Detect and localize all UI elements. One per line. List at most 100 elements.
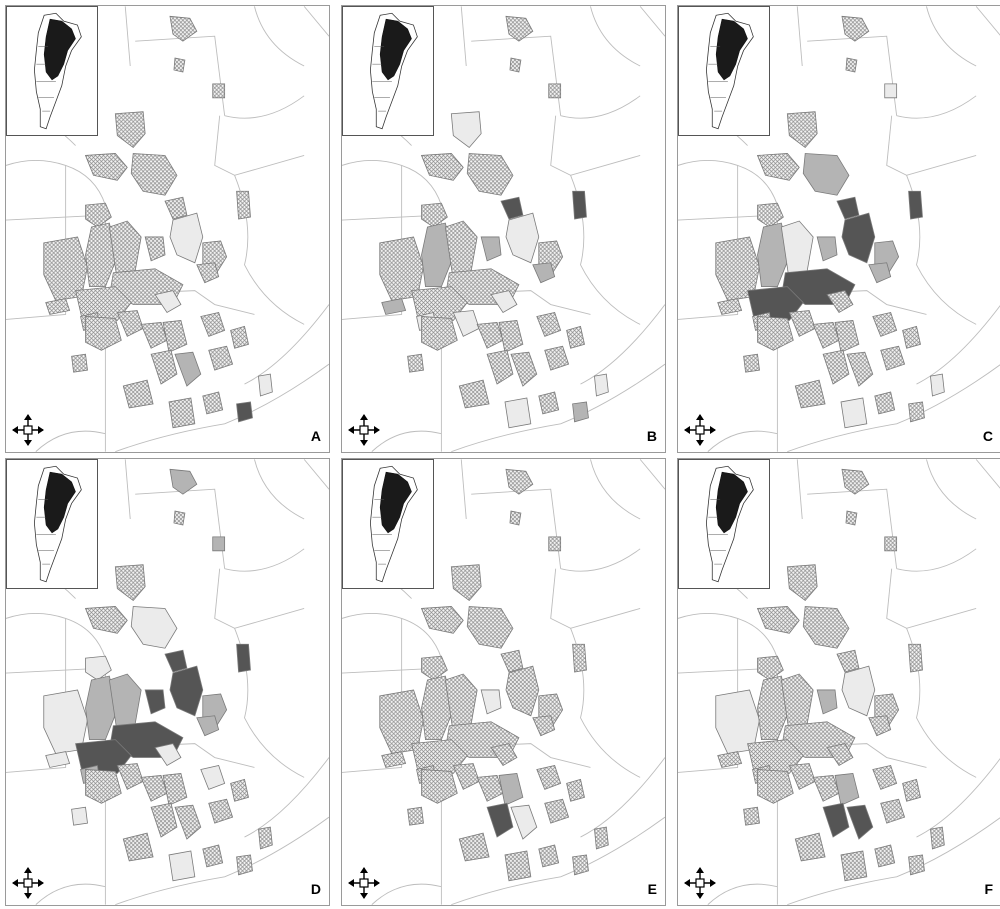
- district-d8: [500, 196, 524, 220]
- district-d33: [208, 798, 234, 824]
- district-d26: [822, 802, 850, 838]
- district-d28: [122, 379, 154, 409]
- district-d12: [757, 222, 790, 288]
- district-d7: [421, 655, 448, 681]
- district-d1: [841, 468, 870, 495]
- district-d36: [743, 353, 760, 373]
- district-d34: [536, 765, 562, 790]
- district-d30: [202, 391, 224, 415]
- district-d30: [202, 844, 224, 868]
- district-d36: [407, 806, 424, 826]
- district-d3: [509, 510, 522, 526]
- district-d28: [458, 832, 490, 862]
- district-d3: [509, 57, 522, 73]
- district-d36: [407, 353, 424, 373]
- district-d30: [538, 844, 560, 868]
- study-region-highlight: [715, 18, 748, 81]
- district-d1: [841, 15, 870, 42]
- district-d26: [150, 802, 178, 838]
- district-d23: [85, 316, 122, 351]
- district-d9: [505, 665, 540, 717]
- district-d4: [114, 564, 146, 602]
- district-d29: [840, 397, 868, 429]
- district-d9: [505, 212, 540, 264]
- district-d8: [500, 649, 524, 673]
- district-d34: [200, 312, 226, 337]
- district-d35: [902, 325, 921, 349]
- district-d4: [786, 564, 818, 602]
- district-d5: [466, 606, 514, 649]
- map-c: [678, 6, 1000, 452]
- district-d15: [236, 643, 251, 673]
- compass-icon: [348, 867, 380, 899]
- district-d25: [162, 773, 188, 806]
- district-d36: [743, 806, 760, 826]
- district-d20: [154, 743, 182, 767]
- district-d9: [169, 665, 204, 717]
- district-d32: [572, 854, 589, 876]
- district-d9: [169, 212, 204, 264]
- district-d12: [421, 675, 454, 741]
- district-d28: [794, 832, 826, 862]
- district-d30: [538, 391, 560, 415]
- district-d2: [548, 83, 562, 99]
- district-d34: [536, 312, 562, 337]
- district-d22: [116, 763, 144, 790]
- district-d29: [840, 850, 868, 882]
- district-d31: [258, 373, 273, 397]
- district-d23: [757, 316, 794, 351]
- district-d7: [85, 202, 112, 228]
- compass-icon: [12, 867, 44, 899]
- district-d36: [71, 806, 88, 826]
- panel-label: D: [310, 881, 321, 897]
- district-d6: [84, 153, 128, 181]
- district-d6: [756, 606, 800, 634]
- inset-argentina-map: [342, 6, 434, 136]
- map-a: [6, 6, 329, 452]
- panel-label: F: [984, 881, 993, 897]
- district-d6: [84, 606, 128, 634]
- district-d15: [908, 643, 923, 673]
- district-d34: [200, 765, 226, 790]
- study-region-highlight: [43, 18, 76, 81]
- panel-label: A: [310, 428, 321, 444]
- district-d1: [505, 15, 534, 42]
- district-d20: [490, 743, 518, 767]
- district-d31: [594, 826, 609, 850]
- district-d29: [504, 397, 532, 429]
- district-d33: [880, 798, 906, 824]
- district-d12: [85, 222, 118, 288]
- district-d26: [822, 349, 850, 385]
- district-d7: [757, 202, 784, 228]
- district-d24: [476, 774, 504, 802]
- map-d: [6, 459, 329, 905]
- district-d7: [421, 202, 448, 228]
- inset-argentina-map: [342, 459, 434, 589]
- compass-icon: [684, 867, 716, 899]
- district-d2: [884, 536, 898, 552]
- district-d14: [144, 689, 166, 715]
- district-d23: [421, 769, 458, 804]
- panel-label: E: [647, 881, 657, 897]
- district-d14: [144, 236, 166, 262]
- district-d12: [757, 675, 790, 741]
- district-d26: [150, 349, 178, 385]
- district-d35: [230, 778, 249, 802]
- district-d2: [212, 83, 226, 99]
- district-d3: [173, 57, 186, 73]
- district-d27: [846, 804, 874, 840]
- district-d5: [130, 153, 178, 196]
- inset-argentina-map: [678, 459, 770, 589]
- district-d31: [930, 373, 945, 397]
- inset-argentina-map: [678, 6, 770, 136]
- district-d5: [130, 606, 178, 649]
- district-d27: [510, 351, 538, 387]
- district-d4: [114, 111, 146, 149]
- district-d25: [834, 773, 860, 806]
- district-d13: [108, 673, 142, 735]
- district-d2: [884, 83, 898, 99]
- district-d24: [476, 321, 504, 349]
- study-region-highlight: [43, 471, 76, 534]
- district-d12: [85, 675, 118, 741]
- district-d22: [788, 310, 816, 337]
